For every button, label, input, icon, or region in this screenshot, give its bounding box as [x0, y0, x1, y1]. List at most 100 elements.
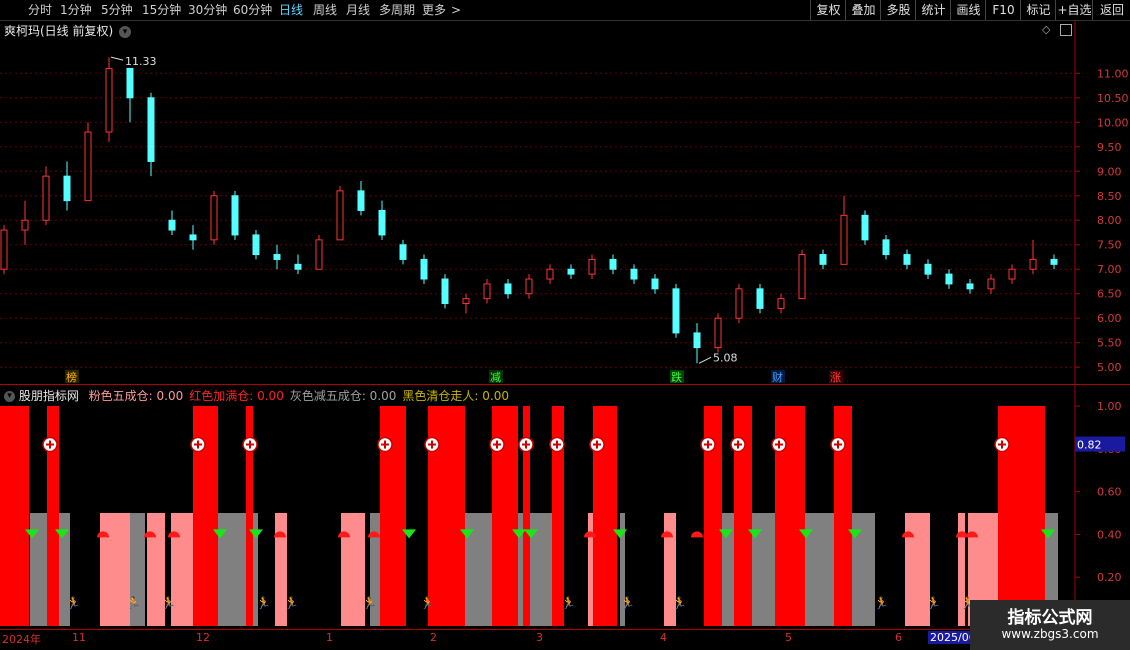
price-chart-pane[interactable]: 11.00 10.50 10.00 9.50 9.00 8.50 8.00 7.50 7.00 6…	[0, 21, 1130, 385]
period-tab-2[interactable]: 5分钟	[101, 3, 133, 17]
indicator-y-tick-label: 1.00	[1097, 400, 1122, 413]
sell-triangle-icon	[524, 529, 538, 539]
event-marker[interactable]: 榜	[66, 370, 77, 384]
candle-body	[63, 175, 71, 202]
candle-body	[231, 195, 239, 236]
event-marker-bg	[65, 370, 79, 383]
candle-body	[1008, 268, 1016, 280]
toolbar-button-0[interactable]: 复权	[810, 0, 846, 20]
period-tab-1[interactable]: 1分钟	[60, 3, 92, 17]
buy-arch-icon	[956, 531, 968, 538]
event-marker[interactable]: 财	[772, 370, 783, 384]
candle-body	[777, 298, 785, 309]
period-tab-7[interactable]: 周线	[313, 3, 338, 17]
candle-body	[651, 278, 659, 290]
y-tick-label: 5.00	[1097, 361, 1122, 374]
plus-circle-icon	[771, 436, 787, 453]
toolbar-button-6[interactable]: 标记	[1020, 0, 1056, 20]
candle-body	[798, 254, 806, 300]
sell-triangle-icon	[55, 529, 69, 539]
candle-body	[966, 283, 974, 290]
gray-reduce-bar	[620, 513, 625, 626]
toolbar-button-7[interactable]: +自选	[1055, 0, 1093, 20]
pink-half-bar	[664, 513, 676, 626]
buy-arch-icon	[338, 531, 350, 538]
more-chevron-icon[interactable]: >	[451, 3, 462, 17]
candle-body	[945, 273, 953, 285]
candle-body	[819, 254, 827, 265]
plus-circle-icon	[489, 436, 505, 453]
sell-triangle-icon	[719, 529, 733, 539]
plus-circle-icon	[994, 436, 1010, 453]
candle-body	[861, 214, 869, 241]
sell-triangle-icon	[512, 529, 526, 539]
indicator-pane[interactable]: 1.000.800.600.400.200.82🏃🏃🏃🏃🏃🏃🏃🏃🏃🏃🏃🏃🏃 ▾ …	[0, 386, 1130, 630]
y-tick-label: 7.00	[1097, 263, 1122, 276]
chevron-down-icon[interactable]: ▾	[4, 391, 15, 402]
period-tab-4[interactable]: 30分钟	[188, 3, 228, 17]
high-label: 11.33	[125, 55, 157, 68]
indicator-header: ▾ 股朋指标网 粉色五成仓: 0.00 红色加满仓: 0.00 灰色减五成仓: 0.…	[4, 387, 515, 404]
red-full-bar	[834, 406, 852, 626]
y-tick-label: 10.00	[1097, 116, 1129, 129]
sell-triangle-icon	[799, 529, 813, 539]
candle-body	[1050, 258, 1058, 265]
current-value-box	[1075, 436, 1125, 452]
pink-half-bar	[275, 513, 287, 626]
chevron-down-icon[interactable]: ▾	[119, 25, 132, 38]
sell-triangle-icon	[748, 529, 762, 539]
toolbar-button-8[interactable]: 返回	[1092, 0, 1130, 20]
toolbar-button-1[interactable]: 叠加	[845, 0, 881, 20]
panel-toggle-icon[interactable]	[1060, 24, 1072, 36]
red-full-bar	[523, 406, 530, 626]
time-label-5: 3	[536, 631, 543, 644]
sell-triangle-icon	[848, 529, 862, 539]
diamond-icon[interactable]: ◇	[1042, 23, 1051, 36]
candle-body	[189, 234, 197, 241]
plus-circle-icon	[242, 436, 258, 453]
period-tab-8[interactable]: 月线	[346, 3, 371, 17]
pink-half-bar	[147, 513, 165, 626]
period-tab-6[interactable]: 日线	[279, 3, 304, 17]
red-full-bar	[704, 406, 722, 626]
pink-half-bar	[958, 513, 965, 626]
red-full-bar	[0, 406, 29, 626]
period-tab-3[interactable]: 15分钟	[142, 3, 182, 17]
event-marker-bg	[829, 370, 843, 383]
sell-triangle-icon	[460, 529, 474, 539]
sell-triangle-icon	[613, 529, 627, 539]
toolbar-button-3[interactable]: 统计	[915, 0, 951, 20]
y-tick-label: 6.00	[1097, 312, 1122, 325]
time-label-4: 2	[430, 631, 437, 644]
period-tab-9[interactable]: 多周期	[379, 3, 416, 17]
period-tab-10[interactable]: 更多	[422, 3, 447, 17]
watermark-title: 指标公式网	[1007, 608, 1093, 628]
sell-triangle-icon	[249, 529, 263, 539]
candle-body	[294, 263, 302, 270]
indicator-chart[interactable]: 1.000.800.600.400.200.82🏃🏃🏃🏃🏃🏃🏃🏃🏃🏃🏃🏃🏃	[0, 386, 1130, 630]
candle-body	[693, 332, 701, 349]
candle-body	[525, 278, 533, 295]
event-marker[interactable]: 减	[490, 371, 501, 384]
time-label-8: 6	[895, 631, 902, 644]
stock-title: 爽柯玛(日线 前复权)	[4, 24, 114, 38]
period-tab-5[interactable]: 60分钟	[233, 3, 273, 17]
red-full-bar	[246, 406, 253, 626]
y-tick-label: 5.50	[1097, 337, 1122, 350]
sell-triangle-icon	[213, 529, 227, 539]
toolbar-button-5[interactable]: F10	[985, 0, 1021, 20]
indicator-y-tick-label: 0.60	[1097, 486, 1122, 499]
exit-runner-icon: 🏃	[126, 596, 141, 610]
event-marker[interactable]: 涨	[830, 371, 841, 384]
toolbar-button-2[interactable]: 多股	[880, 0, 916, 20]
event-marker[interactable]: 跌	[671, 370, 682, 384]
period-tab-0[interactable]: 分时	[28, 3, 53, 17]
candle-body	[357, 190, 365, 211]
toolbar-button-4[interactable]: 画线	[950, 0, 986, 20]
candle-body	[588, 258, 596, 275]
candlestick-chart[interactable]: 11.00 10.50 10.00 9.50 9.00 8.50 8.00 7.50 7.00 6…	[0, 21, 1130, 385]
candle-body	[567, 268, 575, 275]
time-label-0: 2024年	[2, 633, 41, 646]
legend-item-3: 黑色清仓走人: 0.00	[402, 389, 509, 403]
exit-runner-icon: 🏃	[874, 596, 889, 610]
